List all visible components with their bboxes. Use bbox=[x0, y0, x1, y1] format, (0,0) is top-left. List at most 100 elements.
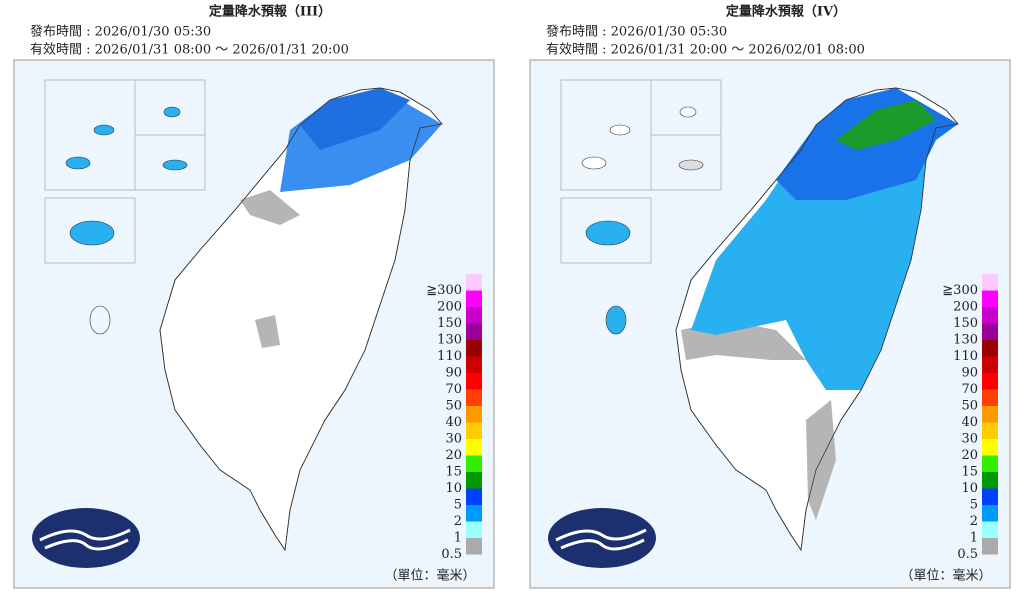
legend-swatch bbox=[466, 406, 482, 423]
legend-swatch bbox=[466, 274, 482, 291]
legend-label: 30 bbox=[961, 432, 978, 447]
inset-box bbox=[44, 197, 136, 264]
rain-area bbox=[255, 315, 280, 348]
rain-area bbox=[836, 100, 936, 150]
legend-swatch bbox=[982, 290, 998, 307]
legend-label: 0.5 bbox=[441, 547, 462, 562]
valid-time: 有效時間 : 2026/01/31 20:00 ～ 2026/02/01 08:… bbox=[546, 43, 865, 58]
legend-swatch bbox=[982, 538, 998, 555]
island bbox=[163, 106, 181, 118]
panel-title: 定量降水預報（IV） bbox=[725, 4, 846, 20]
legend-label: ≧300 bbox=[942, 283, 978, 298]
legend-swatch bbox=[982, 356, 998, 373]
island bbox=[69, 220, 115, 246]
legend-swatch bbox=[982, 389, 998, 406]
legend-swatch bbox=[982, 439, 998, 456]
legend-label: 0.5 bbox=[957, 547, 978, 562]
legend-label: 70 bbox=[445, 382, 462, 397]
legend-label: 2 bbox=[454, 514, 462, 529]
island bbox=[605, 305, 627, 335]
unit-label: （單位：毫米） bbox=[384, 568, 475, 584]
legend-swatch bbox=[466, 290, 482, 307]
inset-box bbox=[134, 134, 206, 191]
legend-swatch bbox=[982, 373, 998, 390]
issued-time: 發布時間 : 2026/01/30 05:30 bbox=[30, 25, 211, 40]
legend-swatch bbox=[982, 488, 998, 505]
legend-swatch bbox=[466, 340, 482, 357]
legend-label: 30 bbox=[445, 432, 462, 447]
cwa-logo-swirl bbox=[39, 528, 131, 551]
panel: 定量降水預報（III） 發布時間 : 2026/01/30 05:30 有效時間 :… bbox=[13, 4, 495, 589]
rain-area bbox=[240, 190, 300, 225]
island bbox=[89, 305, 111, 335]
cwa-logo bbox=[32, 508, 140, 568]
legend-label: 5 bbox=[970, 498, 978, 513]
inset-box bbox=[650, 134, 722, 191]
legend-label: 150 bbox=[437, 316, 462, 331]
legend-label: 5 bbox=[454, 498, 462, 513]
island bbox=[581, 156, 607, 170]
legend-swatch bbox=[982, 505, 998, 522]
island bbox=[679, 106, 697, 118]
cwa-logo bbox=[548, 508, 656, 568]
legend-swatch bbox=[466, 422, 482, 439]
legend-swatch bbox=[982, 422, 998, 439]
legend-label: 90 bbox=[961, 366, 978, 381]
legend-swatch bbox=[466, 389, 482, 406]
island bbox=[609, 124, 631, 136]
legend-label: 110 bbox=[437, 349, 462, 364]
legend-swatch bbox=[466, 455, 482, 472]
legend-label: 2 bbox=[970, 514, 978, 529]
legend-label: 40 bbox=[961, 415, 978, 430]
legend-swatch bbox=[982, 307, 998, 324]
taiwan-outline bbox=[675, 87, 959, 552]
legend-label: 10 bbox=[445, 481, 462, 496]
legend-label: 200 bbox=[437, 300, 462, 315]
rain-area bbox=[300, 88, 410, 150]
legend-swatch bbox=[466, 505, 482, 522]
legend-swatch bbox=[466, 538, 482, 555]
legend-label: 150 bbox=[953, 316, 978, 331]
legend-label: 20 bbox=[445, 448, 462, 463]
legend-swatch bbox=[982, 406, 998, 423]
island bbox=[585, 220, 631, 246]
legend-swatch bbox=[466, 356, 482, 373]
legend-swatch bbox=[466, 472, 482, 489]
island bbox=[93, 124, 115, 136]
legend-label: 200 bbox=[953, 300, 978, 315]
legend-label: 15 bbox=[961, 465, 978, 480]
legend-swatch bbox=[982, 274, 998, 291]
legend-swatch bbox=[466, 373, 482, 390]
legend-label: 50 bbox=[445, 399, 462, 414]
legend-swatch bbox=[466, 521, 482, 538]
legend-label: 50 bbox=[961, 399, 978, 414]
legend-swatch bbox=[982, 340, 998, 357]
inset-box bbox=[560, 197, 652, 264]
legend-swatch bbox=[466, 488, 482, 505]
cwa-logo-swirl bbox=[555, 528, 647, 551]
legend-swatch bbox=[982, 521, 998, 538]
legend-label: 130 bbox=[953, 333, 978, 348]
island bbox=[65, 156, 91, 170]
panel: 定量降水預報（IV） 發布時間 : 2026/01/30 05:30 有效時間 : … bbox=[529, 4, 1011, 589]
legend-label: 110 bbox=[953, 349, 978, 364]
legend-swatch bbox=[466, 323, 482, 340]
island bbox=[678, 159, 704, 171]
panel-title: 定量降水預報（III） bbox=[208, 4, 331, 20]
legend-label: 1 bbox=[454, 531, 462, 546]
legend-label: 90 bbox=[445, 366, 462, 381]
legend-label: 1 bbox=[970, 531, 978, 546]
legend-swatch bbox=[466, 439, 482, 456]
legend-label: 70 bbox=[961, 382, 978, 397]
legend-label: 40 bbox=[445, 415, 462, 430]
island bbox=[162, 159, 188, 171]
legend-swatch bbox=[466, 307, 482, 324]
legend-swatch bbox=[982, 472, 998, 489]
legend-label: 15 bbox=[445, 465, 462, 480]
legend-label: 130 bbox=[437, 333, 462, 348]
valid-time: 有效時間 : 2026/01/31 08:00 ～ 2026/01/31 20:… bbox=[30, 43, 349, 58]
legend-label: 20 bbox=[961, 448, 978, 463]
issued-time: 發布時間 : 2026/01/30 05:30 bbox=[546, 25, 727, 40]
legend-label: ≧300 bbox=[426, 283, 462, 298]
